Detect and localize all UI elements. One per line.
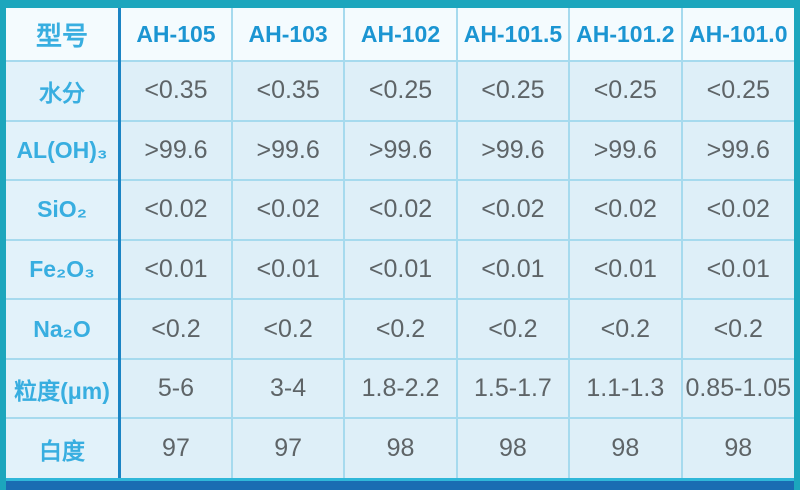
table-cell: <0.2 (568, 298, 683, 360)
table-cell: <0.25 (343, 60, 458, 122)
table-cell: 3-4 (230, 357, 346, 420)
table-cell: <0.01 (230, 238, 346, 301)
table-cell: 1.8-2.2 (343, 357, 458, 420)
table-row: SiO₂ <0.02 <0.02 <0.02 <0.02 <0.02 <0.02 (6, 179, 794, 241)
table-cell: <0.25 (680, 60, 794, 122)
row-header: 白度 (6, 417, 121, 478)
table-row: Na₂O <0.2 <0.2 <0.2 <0.2 <0.2 <0.2 (6, 298, 794, 360)
table-cell: 97 (230, 417, 346, 478)
table-cell: 98 (455, 417, 571, 478)
table-cell: >99.6 (680, 119, 794, 182)
table-cell: <0.2 (680, 298, 794, 360)
table-cell: <0.2 (343, 298, 458, 360)
table-row: Fe₂O₃ <0.01 <0.01 <0.01 <0.01 <0.01 <0.01 (6, 238, 794, 301)
table-cell: <0.01 (118, 238, 233, 301)
table-cell: <0.25 (568, 60, 683, 122)
header-row: 型号 AH-105 AH-103 AH-102 AH-101.5 AH-101.2 AH-… (6, 8, 794, 62)
table-cell: <0.02 (343, 179, 458, 241)
table-body: 水分 <0.35 <0.35 <0.25 <0.25 <0.25 <0.25 AL(OH)₃ >… (6, 60, 794, 478)
corner-header-model: 型号 (6, 8, 121, 62)
row-header: 粒度(μm) (6, 357, 121, 420)
column-header: AH-101.0 (680, 8, 794, 62)
table-cell: 1.5-1.7 (455, 357, 571, 420)
table-cell: <0.01 (343, 238, 458, 301)
table-cell: 5-6 (118, 357, 233, 420)
row-header: Fe₂O₃ (6, 238, 121, 301)
table-cell: <0.35 (118, 60, 233, 122)
table-cell: <0.02 (568, 179, 683, 241)
column-header: AH-101.5 (455, 8, 571, 62)
table-cell: 0.85-1.05 (680, 357, 794, 420)
table-cell: 1.1-1.3 (568, 357, 683, 420)
column-header: AH-102 (343, 8, 458, 62)
table-cell: <0.25 (455, 60, 571, 122)
table-cell: 98 (343, 417, 458, 478)
table-cell: <0.01 (680, 238, 794, 301)
bottom-bar (6, 478, 794, 490)
row-header: 水分 (6, 60, 121, 122)
table-cell: <0.02 (230, 179, 346, 241)
table-cell: >99.6 (568, 119, 683, 182)
column-header: AH-103 (230, 8, 346, 62)
table-cell: 98 (568, 417, 683, 478)
column-header: AH-101.2 (568, 8, 683, 62)
table-row: 白度 97 97 98 98 98 98 (6, 417, 794, 478)
table-cell: <0.02 (118, 179, 233, 241)
table-cell: <0.01 (455, 238, 571, 301)
spec-table: 型号 AH-105 AH-103 AH-102 AH-101.5 AH-101.2 AH-… (6, 8, 794, 478)
table-cell: <0.2 (230, 298, 346, 360)
table-cell: >99.6 (230, 119, 346, 182)
table-cell: <0.2 (118, 298, 233, 360)
table-row: AL(OH)₃ >99.6 >99.6 >99.6 >99.6 >99.6 >99.6 (6, 119, 794, 182)
table-header: 型号 AH-105 AH-103 AH-102 AH-101.5 AH-101.2 AH-… (6, 8, 794, 62)
table-cell: >99.6 (455, 119, 571, 182)
row-header: Na₂O (6, 298, 121, 360)
row-header: AL(OH)₃ (6, 119, 121, 182)
table-cell: 98 (680, 417, 794, 478)
table-cell: <0.35 (230, 60, 346, 122)
table-cell: <0.2 (455, 298, 571, 360)
row-header: SiO₂ (6, 179, 121, 241)
column-header: AH-105 (118, 8, 233, 62)
table-cell: <0.02 (680, 179, 794, 241)
table-cell: 97 (118, 417, 233, 478)
table-cell: <0.02 (455, 179, 571, 241)
table-row: 粒度(μm) 5-6 3-4 1.8-2.2 1.5-1.7 1.1-1.3 0.85-1.… (6, 357, 794, 420)
table-cell: >99.6 (343, 119, 458, 182)
table-row: 水分 <0.35 <0.35 <0.25 <0.25 <0.25 <0.25 (6, 60, 794, 122)
table-cell: <0.01 (568, 238, 683, 301)
table-cell: >99.6 (118, 119, 233, 182)
